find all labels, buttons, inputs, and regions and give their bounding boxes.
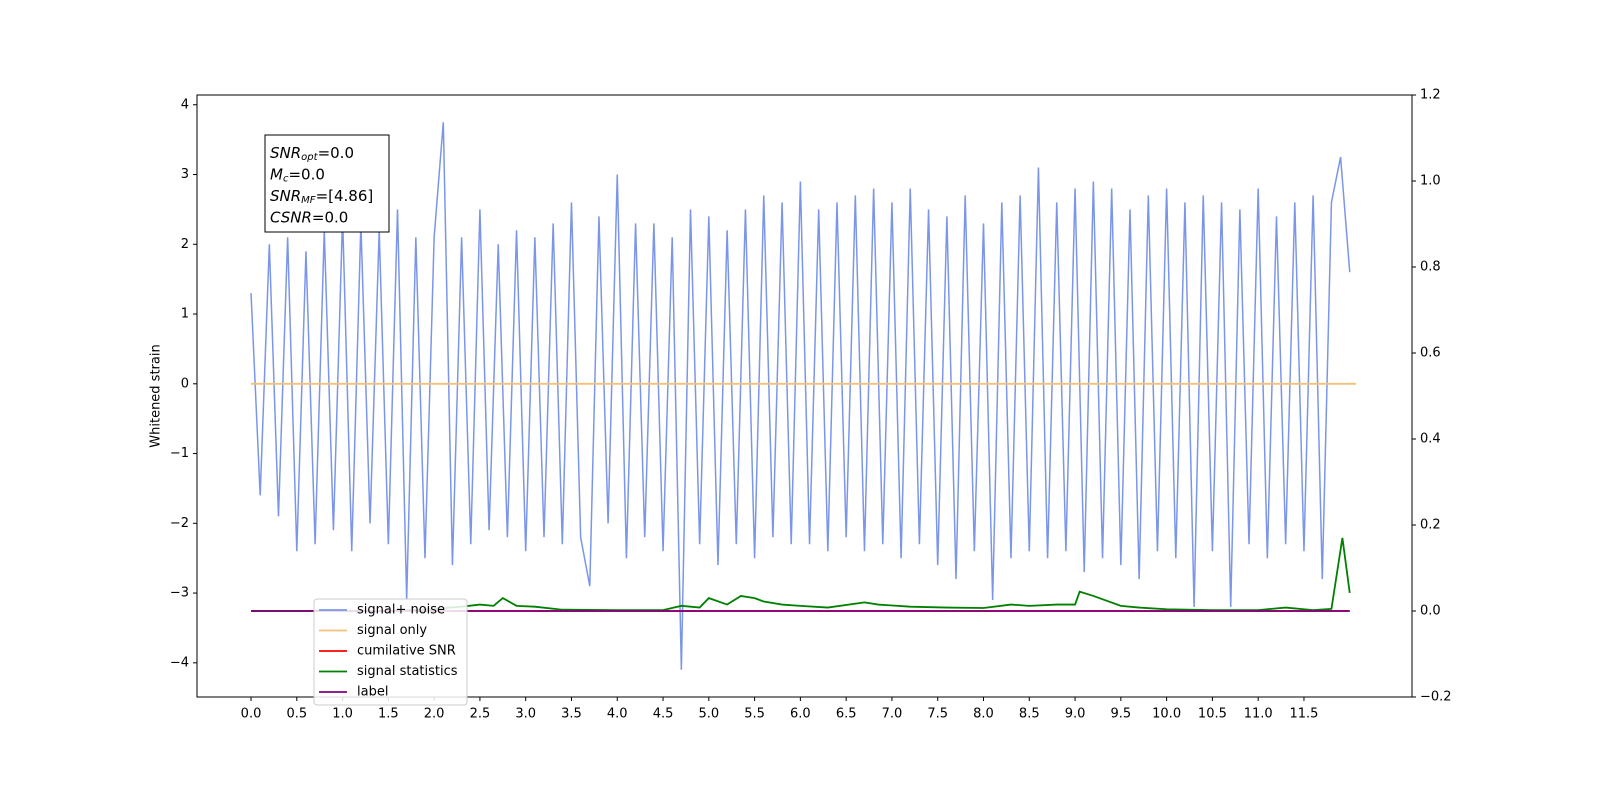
- y2-tick-label: 1.0: [1420, 174, 1441, 189]
- annotation-box: [264, 134, 390, 233]
- y-axis-label: Whitened strain: [149, 344, 164, 447]
- x-tick-label: 2.0: [424, 707, 445, 722]
- legend-label: signal statistics: [357, 664, 458, 679]
- y-tick-label: 4: [181, 97, 189, 112]
- y2-tick-label: 0.8: [1420, 260, 1441, 275]
- x-tick-label: 6.5: [836, 707, 857, 722]
- x-tick-label: 3.5: [561, 707, 582, 722]
- annotation-symbol: SNR: [270, 187, 301, 205]
- annotation-line: Mc=0.0: [270, 165, 325, 185]
- annotation-text: =0.0: [318, 144, 354, 162]
- y-tick-label: −4: [170, 655, 189, 670]
- annotation-subscript: opt: [301, 152, 318, 163]
- y-tick-label: 1: [181, 307, 189, 322]
- x-tick-label: 4.0: [607, 707, 628, 722]
- legend-label: label: [357, 685, 388, 700]
- y-tick-label: 3: [181, 167, 189, 182]
- x-tick-label: 0.5: [286, 707, 307, 722]
- legend-label: cumilative SNR: [357, 644, 456, 659]
- x-tick-label: 1.5: [378, 707, 399, 722]
- x-tick-label: 10.5: [1198, 707, 1227, 722]
- legend-label: signal only: [357, 623, 427, 638]
- x-tick-label: 3.0: [515, 707, 536, 722]
- x-tick-label: 5.0: [698, 707, 719, 722]
- x-tick-label: 1.0: [332, 707, 353, 722]
- x-tick-label: 11.0: [1244, 707, 1273, 722]
- x-tick-label: 7.5: [927, 707, 948, 722]
- annotation-symbol: CSNR: [270, 208, 312, 226]
- annotation-text: =[4.86]: [316, 187, 374, 205]
- x-tick-label: 0.0: [241, 707, 262, 722]
- plot-frame: [196, 94, 1413, 698]
- y2-tick-label: 0.4: [1420, 432, 1441, 447]
- series-line: [251, 537, 1351, 612]
- y-tick-label: 2: [181, 237, 189, 252]
- annotation-text: =0.0: [312, 208, 348, 226]
- x-tick-label: 5.5: [744, 707, 765, 722]
- annotation-text: =0.0: [288, 165, 324, 183]
- y-tick-label: −3: [170, 586, 189, 601]
- x-tick-label: 9.5: [1110, 707, 1131, 722]
- x-tick-label: 11.5: [1289, 707, 1318, 722]
- annotation-line: SNRMF=[4.86]: [270, 187, 373, 207]
- y-tick-label: −1: [170, 446, 189, 461]
- y-tick-label: −2: [170, 516, 189, 531]
- x-tick-label: 6.0: [790, 707, 811, 722]
- x-tick-label: 9.0: [1065, 707, 1086, 722]
- annotation-symbol: SNR: [270, 144, 301, 162]
- annotation-line: SNRopt=0.0: [270, 144, 354, 164]
- y2-tick-label: 0.0: [1420, 604, 1441, 619]
- x-tick-label: 10.0: [1152, 707, 1181, 722]
- y2-tick-label: −0.2: [1420, 690, 1452, 705]
- legend-label: signal+ noise: [357, 603, 445, 618]
- y-tick-label: 0: [181, 376, 189, 391]
- y2-tick-label: 1.2: [1420, 88, 1441, 103]
- annotation-symbol: M: [270, 165, 283, 183]
- annotation-subscript: c: [283, 174, 289, 185]
- annotation-subscript: MF: [301, 195, 316, 206]
- x-tick-label: 2.5: [470, 707, 491, 722]
- legend-box: [313, 598, 468, 706]
- x-tick-label: 8.0: [973, 707, 994, 722]
- x-tick-label: 8.5: [1019, 707, 1040, 722]
- x-tick-label: 4.5: [653, 707, 674, 722]
- annotation-line: CSNR=0.0: [270, 208, 348, 226]
- x-tick-label: 7.0: [882, 707, 903, 722]
- y2-tick-label: 0.2: [1420, 518, 1441, 533]
- y2-tick-label: 0.6: [1420, 346, 1441, 361]
- series-line: [250, 122, 1351, 670]
